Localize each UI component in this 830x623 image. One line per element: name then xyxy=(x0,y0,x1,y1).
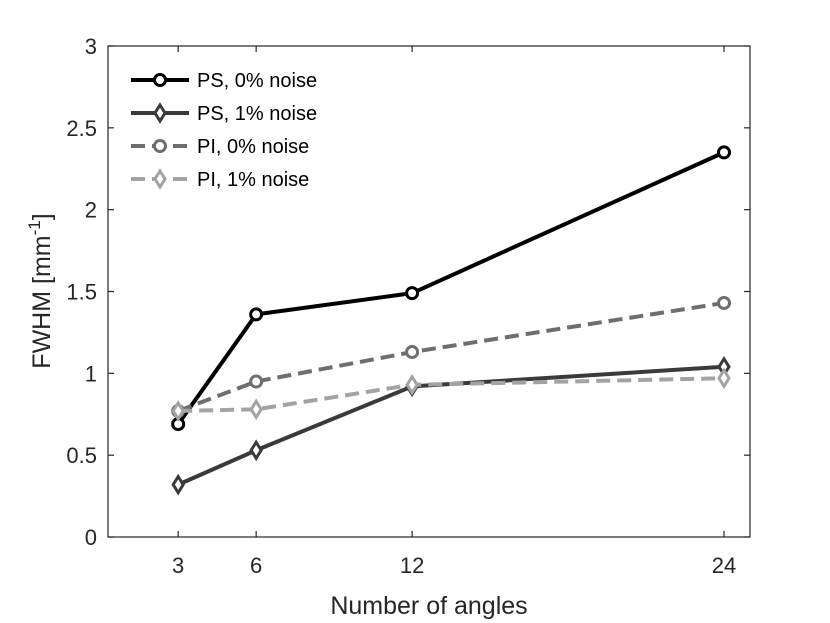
axis-ticks xyxy=(108,45,750,538)
y-axis-title: FWHM [mm-1] xyxy=(25,213,56,368)
y-tick-label: 2.5 xyxy=(66,116,97,141)
data-point xyxy=(405,286,420,301)
legend-marker xyxy=(153,102,167,124)
series-1 xyxy=(171,145,732,432)
legend-entry-4: PI, 1% noise xyxy=(131,168,309,191)
data-point xyxy=(405,345,420,360)
legend-entry-3: PI, 0% noise xyxy=(131,136,309,158)
plot-frame xyxy=(107,45,751,538)
y-axis-title-superscript: -1 xyxy=(25,220,44,235)
data-point xyxy=(405,373,419,396)
y-tick-label: 2 xyxy=(85,198,97,223)
data-point xyxy=(717,145,732,160)
legend-entry-1: PS, 0% noise xyxy=(131,70,317,92)
y-tick-label: 1 xyxy=(85,361,97,386)
data-point xyxy=(171,473,185,496)
series-line xyxy=(177,364,725,487)
legend-label: PI, 0% noise xyxy=(197,136,309,158)
y-tick-label: 0 xyxy=(85,525,97,550)
data-point xyxy=(249,374,264,389)
x-tick-label: 24 xyxy=(712,553,736,578)
x-axis-title: Number of angles xyxy=(330,592,527,620)
legend-marker xyxy=(153,168,167,190)
x-tick-label: 3 xyxy=(172,553,184,578)
y-tick-label: 1.5 xyxy=(66,280,97,305)
data-point xyxy=(249,439,263,462)
y-axis-title-main: FWHM [mm xyxy=(28,235,56,368)
x-tick-label: 12 xyxy=(400,553,424,578)
x-tick-label: 6 xyxy=(250,553,262,578)
y-tick-label: 3 xyxy=(85,34,97,59)
series-layer xyxy=(171,145,732,496)
data-point xyxy=(717,367,731,390)
series-line xyxy=(177,300,725,413)
legend-marker xyxy=(153,73,167,87)
data-point xyxy=(249,398,263,421)
series-line xyxy=(176,150,725,426)
data-point xyxy=(717,295,732,310)
legend-label: PS, 0% noise xyxy=(197,70,317,92)
legend: PS, 0% noise PS, 1% noise PI, 0% noise PI, … xyxy=(121,58,357,194)
y-axis-title-suffix: ] xyxy=(28,213,56,220)
legend-marker xyxy=(153,139,167,153)
series-line xyxy=(178,376,725,413)
legend-label: PS, 1% noise xyxy=(197,103,317,125)
legend-entry-2: PS, 1% noise xyxy=(131,102,317,125)
tick-labels: 0 0.5 1 1.5 2 2.5 3 3 6 12 24 xyxy=(66,34,736,578)
data-point xyxy=(249,307,264,322)
y-tick-label: 0.5 xyxy=(66,443,97,468)
data-point xyxy=(171,400,185,422)
legend-label: PI, 1% noise xyxy=(197,169,309,191)
series-4 xyxy=(171,367,731,422)
